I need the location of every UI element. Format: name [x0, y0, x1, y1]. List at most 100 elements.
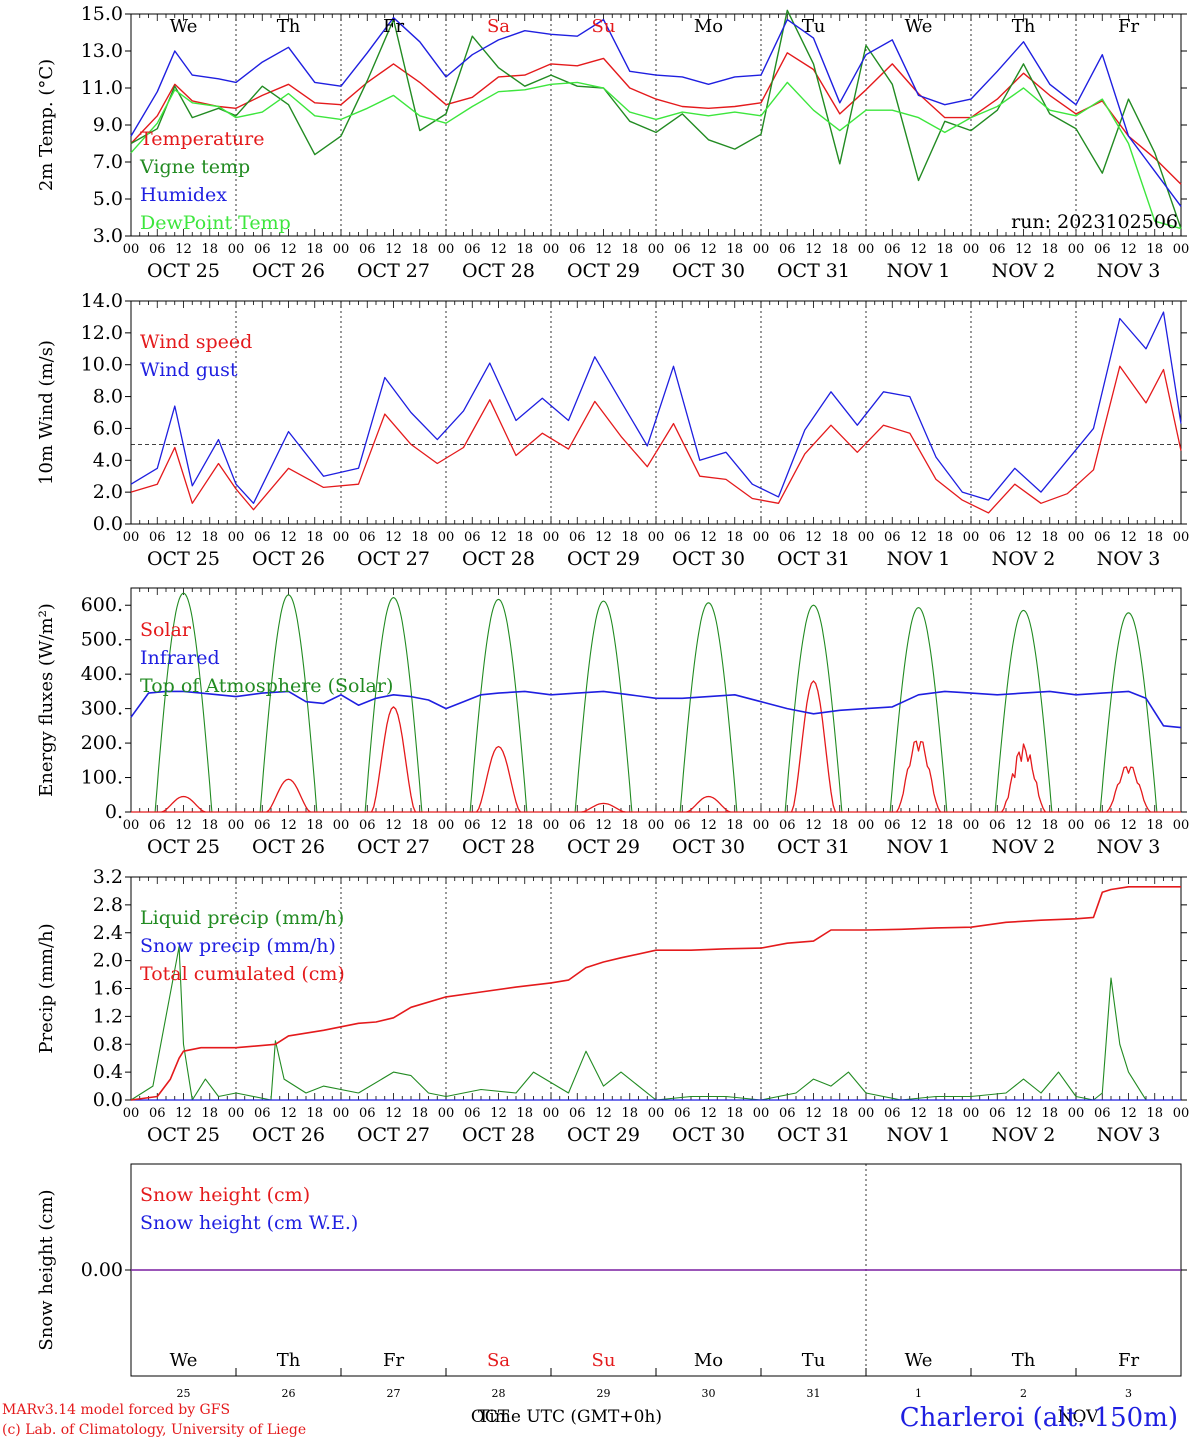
panel-4-axis-title: Snow height (cm): [36, 1189, 57, 1350]
panel-3-y-label: 1.2: [93, 1005, 123, 1027]
panel-3-y-label: 1.6: [93, 978, 123, 1000]
panel-2-legend-2: Top of Atmosphere (Solar): [140, 675, 393, 697]
bottom-weekday-label: Fr: [383, 1350, 404, 1371]
panel-0-hour-label: 06: [884, 242, 901, 257]
toa-solar-day-5: [679, 602, 738, 813]
panel-3-hour-label: 18: [621, 1106, 638, 1121]
panel-3-hour-label: 00: [438, 1106, 455, 1121]
bottom-day-number: 27: [387, 1387, 401, 1400]
panel-2-hour-label: 18: [726, 818, 743, 833]
temp-series-2: [130, 17, 1182, 207]
bottom-weekday-label: Sa: [487, 1350, 510, 1371]
xaxis-title: Time UTC (GMT+0h): [478, 1407, 662, 1427]
panel-1-hour-label: 00: [123, 530, 140, 545]
panel-0-y-label: 11.0: [81, 77, 123, 99]
panel-0-hour-label: 00: [333, 242, 350, 257]
panel-3-y-label: 3.2: [93, 866, 123, 888]
bottom-weekday-label: Tu: [802, 1350, 826, 1371]
bottom-day-number: 3: [1125, 1387, 1132, 1400]
panel-2-hour-label: 06: [149, 818, 166, 833]
panel-0-date-label: OCT 25: [147, 260, 220, 282]
panel-2-hour-label: 12: [1120, 818, 1137, 833]
panel-2-hour-label: 12: [175, 818, 192, 833]
panel-0-hour-label: 00: [648, 242, 665, 257]
panel-1-hour-label: 06: [569, 530, 586, 545]
toa-solar-day-6: [784, 604, 843, 813]
panel-0-date-label: OCT 30: [672, 260, 745, 282]
solar-day-2: [370, 706, 417, 813]
panel-0-legend-1: Vigne temp: [139, 156, 250, 178]
panel-2-y-label: 200.: [81, 732, 123, 754]
panel-3-hour-label: 18: [726, 1106, 743, 1121]
panel-0-hour-label: 00: [1068, 242, 1085, 257]
solar-day-0: [161, 795, 206, 813]
panel-2-y-label: 300.: [81, 698, 123, 720]
panel-2-date-label: OCT 30: [672, 836, 745, 858]
panel-0-hour-label: 00: [228, 242, 245, 257]
panel-2-hour-label: 00: [543, 818, 560, 833]
bottom-day-number: 1: [915, 1387, 922, 1400]
panel-2-hour-label: 00: [648, 818, 665, 833]
panel-0-hour-label: 00: [858, 242, 875, 257]
panel-3-date-label: NOV 3: [1097, 1124, 1161, 1146]
panel-3-hour-label: 06: [884, 1106, 901, 1121]
panel-0-legend-2: Humidex: [140, 184, 227, 206]
panel-2-date-label: OCT 28: [462, 836, 535, 858]
panel-2-hour-label: 06: [464, 818, 481, 833]
panel-0-y-label: 7.0: [93, 151, 123, 173]
panel-3-legend-2: Total cumulated (cm): [140, 963, 345, 985]
panel-3-date-label: OCT 27: [357, 1124, 430, 1146]
panel-0-y-label: 15.0: [81, 3, 123, 25]
toa-solar-day-2: [364, 597, 423, 813]
panel-1-hour-label: 00: [648, 530, 665, 545]
panel-0-hour-label: 06: [149, 242, 166, 257]
panel-0-hour-label: 12: [1015, 242, 1032, 257]
panel-2-date-label: OCT 25: [147, 836, 220, 858]
panel-1-y-label: 12.0: [81, 322, 123, 344]
panel-1-hour-label: 00: [753, 530, 770, 545]
panel-1-hour-label: 06: [254, 530, 271, 545]
panel-2-date-label: NOV 1: [887, 836, 951, 858]
panel-0-hour-label: 06: [359, 242, 376, 257]
panel-2-hour-label: 00: [963, 818, 980, 833]
panel-1-date-label: OCT 28: [462, 548, 535, 570]
panel-0-hour-label: 12: [385, 242, 402, 257]
temp-weekday-label: Sa: [487, 16, 510, 37]
panel-2-hour-label: 00: [858, 818, 875, 833]
panel-3-y-label: 0.0: [93, 1089, 123, 1111]
panel-2-hour-label: 18: [1146, 818, 1163, 833]
panel-0-hour-label: 18: [516, 242, 533, 257]
wind-series-1: [130, 311, 1182, 504]
panel-2-hour-label: 00: [753, 818, 770, 833]
solar-day-8: [1001, 743, 1046, 813]
panel-1-y-label: 10.0: [81, 354, 123, 376]
panel-1-hour-label: 06: [884, 530, 901, 545]
panel-3-hour-label: 06: [464, 1106, 481, 1121]
panel-2-hour-label: 06: [674, 818, 691, 833]
panel-2-legend-0: Solar: [140, 619, 192, 641]
footer-line-1: MARv3.14 model forced by GFS: [2, 1402, 230, 1418]
panel-0-y-label: 9.0: [93, 114, 123, 136]
temp-series-1: [130, 9, 1182, 229]
panel-1-hour-label: 06: [1094, 530, 1111, 545]
panel-1-date-label: OCT 30: [672, 548, 745, 570]
panel-0-date-label: OCT 26: [252, 260, 325, 282]
panel-3-hour-label: 18: [1146, 1106, 1163, 1121]
panel-3-legend-0: Liquid precip (mm/h): [140, 907, 344, 929]
panel-1-hour-label: 00: [438, 530, 455, 545]
panel-2-hour-label: 00: [333, 818, 350, 833]
panel-3-y-label: 0.8: [93, 1033, 123, 1055]
panel-2-hour-label: 18: [936, 818, 953, 833]
panel-2-hour-label: 12: [595, 818, 612, 833]
bottom-weekday-label: Su: [592, 1350, 616, 1371]
panel-1-hour-label: 06: [779, 530, 796, 545]
panel-1-date-label: OCT 26: [252, 548, 325, 570]
panel-1-hour-label: 18: [726, 530, 743, 545]
panel-1-legend-1: Wind gust: [140, 359, 238, 381]
panel-0-hour-label: 00: [963, 242, 980, 257]
panel-3-hour-label: 18: [1041, 1106, 1058, 1121]
panel-3-hour-label: 06: [149, 1106, 166, 1121]
panel-2-hour-label: 18: [621, 818, 638, 833]
infrared-series: [130, 690, 1182, 729]
panel-0-date-label: OCT 29: [567, 260, 640, 282]
